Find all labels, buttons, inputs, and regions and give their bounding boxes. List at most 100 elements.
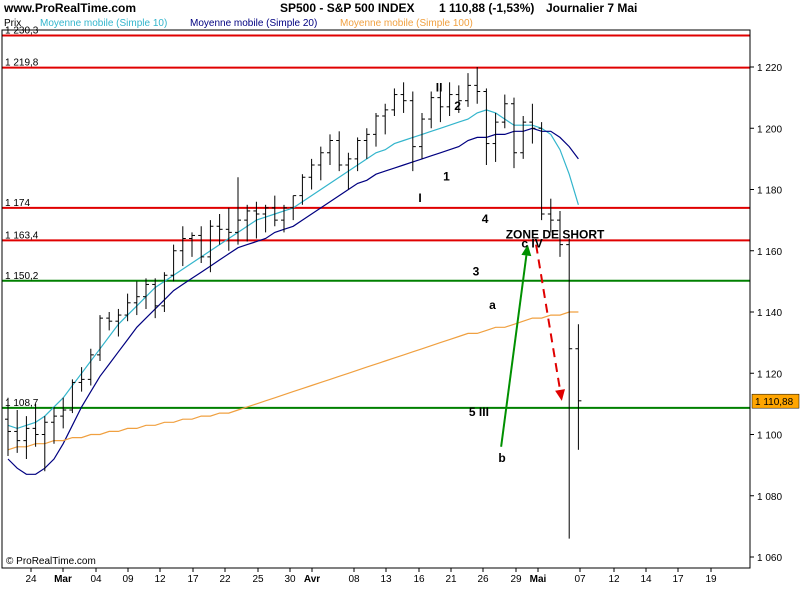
wave-label: 5 III xyxy=(469,405,489,419)
price-bar xyxy=(179,226,186,267)
forecast-arrows xyxy=(500,244,565,447)
wave-label: ZONE DE SHORT xyxy=(506,228,605,242)
price-bar xyxy=(115,308,122,337)
price-bar xyxy=(14,410,21,453)
price-bar xyxy=(354,137,361,172)
wave-label: 3 xyxy=(473,264,480,278)
price-bar xyxy=(106,312,113,331)
price-bar xyxy=(419,112,425,159)
price-bar xyxy=(124,293,131,322)
price-bar xyxy=(566,238,573,539)
site-url[interactable]: www.ProRealTime.com xyxy=(4,1,137,15)
price-bar xyxy=(133,281,140,316)
x-tick-label: 30 xyxy=(284,574,296,585)
x-tick-label: 26 xyxy=(477,574,489,585)
price-bar xyxy=(345,152,352,190)
plot-frame xyxy=(1,29,751,569)
price-bar xyxy=(262,204,269,233)
forecast-arrow-head xyxy=(555,389,565,401)
last-price: 1 110,88 (-1,53%) xyxy=(439,1,535,15)
y-tick-label: 1 160 xyxy=(757,247,782,258)
x-tick-label: 17 xyxy=(672,574,684,585)
price-bar xyxy=(198,226,205,263)
x-tick-label: 24 xyxy=(25,574,37,585)
x-tick-label: 25 xyxy=(252,574,264,585)
x-tick-label: 22 xyxy=(219,574,231,585)
wave-label: b xyxy=(498,451,505,465)
price-bar xyxy=(474,67,481,104)
price-bar xyxy=(299,174,306,205)
footer-copyright: © ProRealTime.com xyxy=(6,556,96,567)
x-tick-label: 17 xyxy=(187,574,199,585)
legend-sma100: Moyenne mobile (Simple 100) xyxy=(340,18,473,29)
x-tick-label: 08 xyxy=(348,574,360,585)
support-resistance-levels: 1 230,3 1 219,8 1 174 1 163,4 1 150,2 1 108,7 xyxy=(2,25,750,409)
legend-sma20: Moyenne mobile (Simple 20) xyxy=(190,18,318,29)
price-bar xyxy=(41,416,48,472)
x-tick-label: 14 xyxy=(640,574,652,585)
price-bar xyxy=(428,91,435,129)
price-bar xyxy=(290,195,297,221)
moving-averages xyxy=(7,109,579,475)
price-bar xyxy=(51,406,57,444)
y-tick-label: 1 080 xyxy=(757,492,782,503)
level-label: 1 150,2 xyxy=(5,271,39,282)
price-bar xyxy=(60,397,67,429)
wave-label: 4 xyxy=(482,212,489,226)
forecast-arrow-shaft xyxy=(500,255,528,447)
price-bar xyxy=(281,204,287,233)
level-label: 1 230,3 xyxy=(5,25,39,36)
price-bar xyxy=(455,85,462,113)
ma-line xyxy=(7,109,579,430)
wave-label: 2 xyxy=(454,99,461,113)
price-bar xyxy=(317,146,324,181)
forecast-arrow-head xyxy=(521,244,532,257)
price-bar xyxy=(170,244,177,282)
price-bar xyxy=(69,379,76,414)
price-bar xyxy=(336,131,343,172)
x-tick-label: 19 xyxy=(705,574,717,585)
price-bar xyxy=(253,201,260,239)
price-bar xyxy=(271,195,278,227)
wave-label: a xyxy=(489,298,496,312)
price-bar xyxy=(511,97,517,169)
wave-label: c IV xyxy=(521,237,542,251)
price-bar xyxy=(520,116,527,159)
price-bar xyxy=(538,122,545,221)
price-bar xyxy=(161,272,168,312)
price-bar xyxy=(207,220,214,273)
price-bar xyxy=(547,198,554,233)
price-bar xyxy=(23,416,30,459)
price-bar xyxy=(235,177,241,245)
x-tick-label: 12 xyxy=(608,574,620,585)
price-bar xyxy=(5,397,11,456)
instrument-title: SP500 - S&P 500 INDEX xyxy=(280,1,415,15)
price-bar xyxy=(143,278,149,309)
period-label: Journalier 7 Mai xyxy=(546,1,638,15)
price-bar xyxy=(32,403,39,447)
x-tick-label: 21 xyxy=(445,574,457,585)
price-bar xyxy=(400,82,407,113)
price-bar xyxy=(216,214,223,245)
x-tick-label: 09 xyxy=(122,574,134,585)
x-tick-label: 29 xyxy=(510,574,522,585)
wave-label: 1 xyxy=(443,169,450,183)
price-bar xyxy=(391,88,398,116)
price-label: Prix xyxy=(4,18,22,29)
level-label: 1 174 xyxy=(5,198,30,209)
last-price-tag xyxy=(751,393,800,409)
price-bar xyxy=(492,112,499,162)
last-price-tag-label: 1 110,88 xyxy=(755,397,794,408)
x-tick-label: 04 xyxy=(90,574,102,585)
x-tick-label: 13 xyxy=(380,574,392,585)
price-bar xyxy=(308,158,315,190)
ma-line xyxy=(7,311,579,451)
x-tick-label: 12 xyxy=(154,574,166,585)
y-tick-label: 1 220 xyxy=(757,63,782,74)
ma-line xyxy=(7,127,579,475)
price-bar xyxy=(225,207,232,251)
x-tick-label: 07 xyxy=(574,574,586,585)
price-bar xyxy=(373,112,379,147)
